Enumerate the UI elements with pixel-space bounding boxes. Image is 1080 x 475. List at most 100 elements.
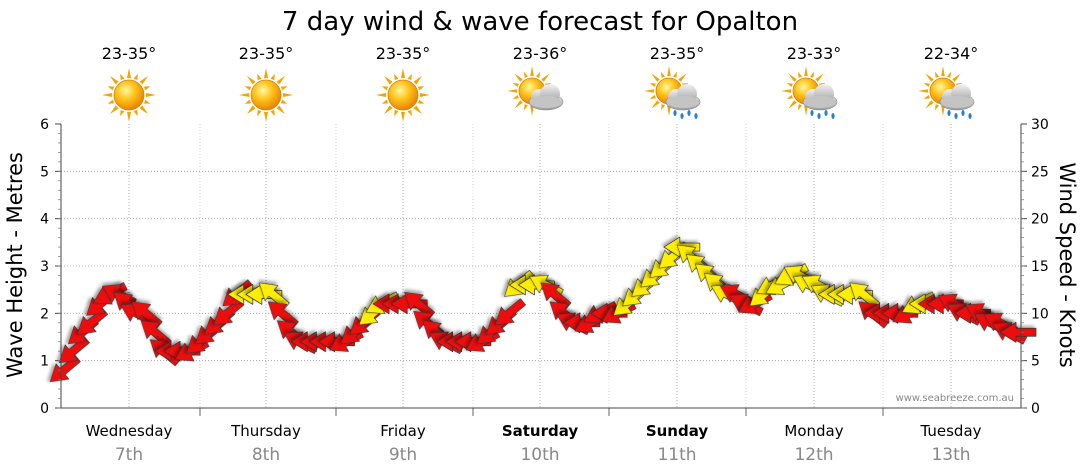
sun-ray	[383, 105, 393, 115]
day-date-label: 12th	[794, 445, 833, 465]
weather-icons	[102, 66, 975, 122]
sun-ray	[133, 109, 138, 117]
day-date-label: 13th	[931, 445, 970, 465]
raindrop	[824, 110, 828, 116]
wind-arrow-shape	[140, 320, 172, 348]
sun-ray	[419, 92, 430, 98]
sun-ray	[381, 99, 389, 104]
sun-ray	[417, 86, 425, 91]
sun-ray	[126, 68, 132, 79]
sun-ray	[126, 111, 132, 122]
wind-arrows	[49, 236, 1037, 383]
sun-ray	[280, 86, 288, 91]
temperature-labels: 23-35° 23-35° 23-35° 23-36° 23-35° 23-33° 22-3…	[102, 44, 979, 63]
temperature-range-label: 23-36°	[513, 44, 568, 63]
sun-ray	[263, 111, 269, 122]
temperature-range-label: 23-33°	[787, 44, 842, 63]
showers-icon	[918, 66, 975, 119]
sun-ray	[244, 99, 252, 104]
sun-ray	[246, 75, 256, 85]
raindrop	[680, 113, 684, 119]
sun-disc	[387, 79, 419, 111]
sun-ray	[376, 92, 387, 98]
sun-ray	[644, 89, 655, 93]
sun-ray	[651, 73, 660, 82]
sun-ray	[413, 105, 423, 115]
temperature-range-label: 23-35°	[239, 44, 294, 63]
sun-ray	[143, 99, 151, 104]
raindrop	[673, 110, 677, 116]
y-right-tick-label: 5	[1031, 354, 1040, 370]
sun-ray	[541, 73, 550, 82]
cloud-part	[530, 96, 562, 108]
sun-ray	[107, 86, 115, 91]
day-date-label: 10th	[520, 445, 559, 465]
cloud-part	[667, 96, 699, 108]
raindrop	[694, 113, 698, 119]
y-left-tick-label: 1	[40, 354, 49, 370]
raindrop	[817, 113, 821, 119]
sun-ray	[417, 99, 425, 104]
raindrop	[961, 110, 965, 116]
sun-ray	[120, 109, 125, 117]
cloud-part	[804, 96, 836, 108]
sun-ray	[263, 68, 269, 79]
wind-arrow-shape	[267, 301, 299, 329]
showers-icon	[781, 66, 838, 119]
sun-ray	[139, 75, 149, 85]
showers-icon	[644, 66, 701, 119]
sun-ray	[934, 71, 939, 78]
sun-ray	[276, 105, 286, 115]
sun-icon	[376, 68, 430, 122]
sun-ray	[660, 104, 665, 111]
sun-ray	[394, 109, 399, 117]
sun-ray	[400, 111, 406, 122]
sun-ray	[514, 73, 523, 82]
sun-ray	[649, 82, 656, 87]
sun-ray	[270, 109, 275, 117]
plot-grid	[61, 124, 1021, 416]
sun-ray	[407, 109, 412, 117]
sun-ray	[786, 82, 793, 87]
wind-arrow	[267, 301, 299, 329]
day-name-label: Friday	[380, 422, 426, 440]
y-right-tick-label: 30	[1031, 117, 1049, 133]
sun-ray	[280, 99, 288, 104]
sun-ray	[667, 66, 671, 77]
day-labels: Wednesday 7th Thursday 8th Friday 9th Saturday…	[86, 422, 982, 465]
sun-ray	[941, 105, 945, 116]
sun-ray	[947, 71, 952, 78]
sun-ray	[651, 100, 660, 109]
chart-title: 7 day wind & wave forecast for Opalton	[282, 7, 798, 37]
raindrop	[831, 113, 835, 119]
day-name-label: Sunday	[646, 422, 709, 440]
sun-disc	[250, 79, 282, 111]
sun-ray	[667, 105, 671, 116]
partly-cloudy-icon	[507, 66, 564, 116]
sun-ray	[523, 104, 528, 111]
sun-ray	[109, 75, 119, 85]
day-name-label: Wednesday	[86, 422, 173, 440]
y-left-tick-label: 6	[40, 117, 49, 133]
sun-ray	[512, 95, 519, 100]
raindrop	[810, 110, 814, 116]
watermark: www.seabreeze.com.au	[896, 393, 1014, 404]
sun-ray	[507, 89, 518, 93]
wind-arrow	[140, 320, 172, 348]
y-right-tick-label: 25	[1031, 164, 1049, 180]
y-right-tick-label: 15	[1031, 259, 1049, 275]
sun-ray	[941, 66, 945, 77]
sun-ray	[239, 92, 250, 98]
sun-ray	[952, 73, 961, 82]
day-date-label: 9th	[389, 445, 417, 465]
sun-ray	[781, 89, 792, 93]
sun-ray	[244, 86, 252, 91]
sun-ray	[788, 100, 797, 109]
sun-ray	[257, 109, 262, 117]
wind-arrow-shape	[540, 282, 572, 310]
sun-ray	[381, 86, 389, 91]
sun-ray	[394, 73, 399, 81]
sun-ray	[788, 73, 797, 82]
cloud-shape	[528, 84, 564, 111]
raindrop	[954, 113, 958, 119]
